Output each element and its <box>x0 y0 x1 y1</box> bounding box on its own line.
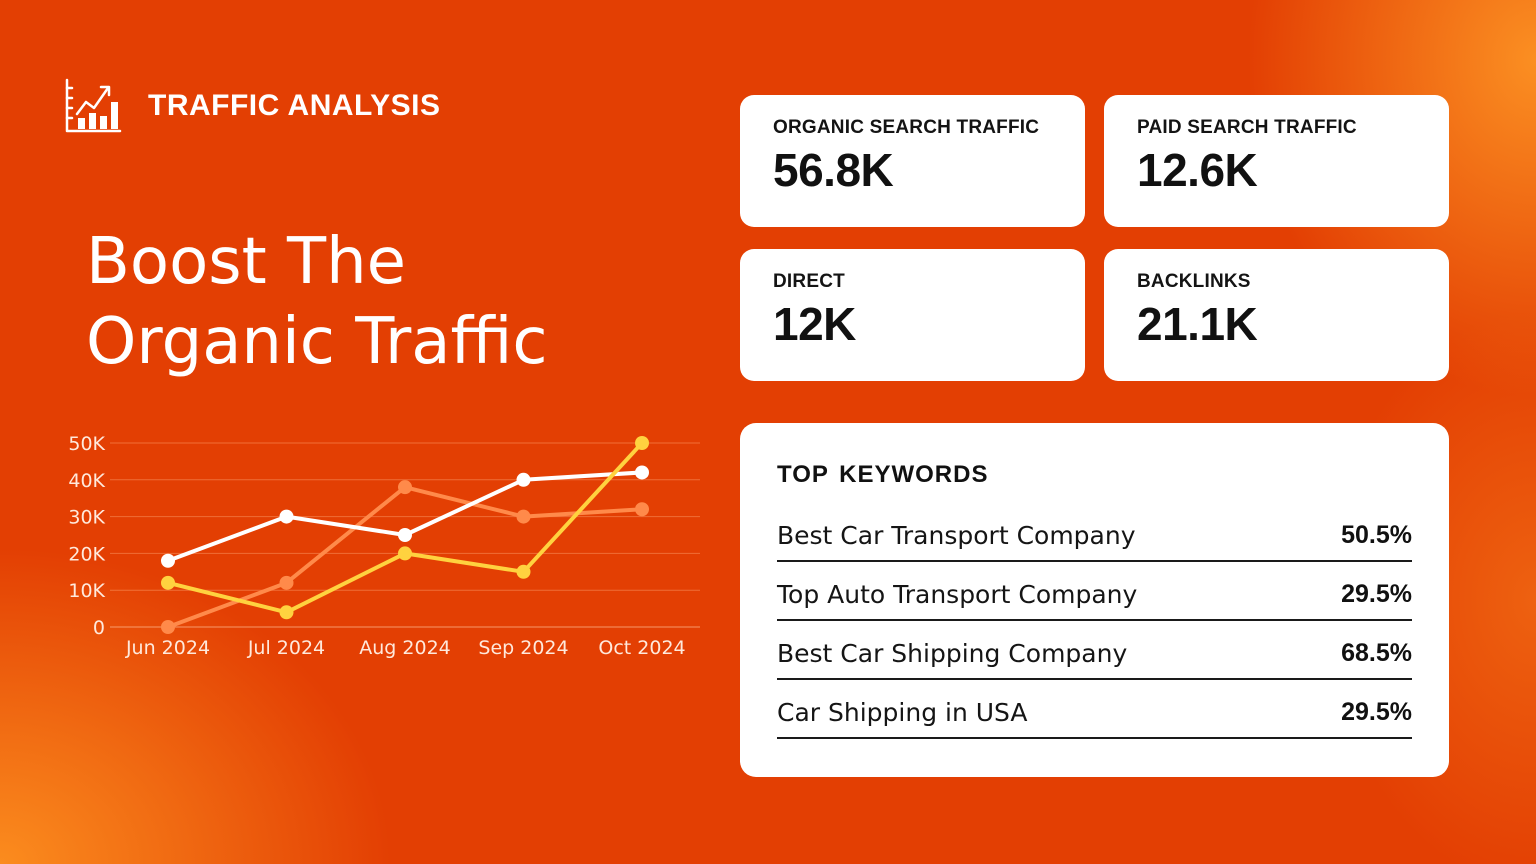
keywords-title: TOP KEYWORDS <box>777 461 989 488</box>
data-point <box>398 546 412 561</box>
headline-line-2: Organic Traffic <box>86 305 548 379</box>
stat-card-paid: PAID SEARCH TRAFFIC 12.6K <box>1104 95 1449 227</box>
y-tick-label: 40K <box>68 470 105 492</box>
stat-card-direct: DIRECT 12K <box>740 249 1085 381</box>
top-keywords-card: TOP KEYWORDS Best Car Transport Company … <box>740 423 1449 777</box>
keyword-percentage: 68.5% <box>1341 639 1412 667</box>
data-point <box>279 509 294 524</box>
y-tick-label: 20K <box>68 543 105 565</box>
stat-label: DIRECT <box>773 271 845 292</box>
keyword-row: Best Car Transport Company 50.5% <box>777 503 1412 562</box>
bar-line-chart-icon <box>65 78 122 133</box>
brand-title: TRAFFIC ANALYSIS <box>148 89 441 122</box>
stat-card-organic: ORGANIC SEARCH TRAFFIC 56.8K <box>740 95 1085 227</box>
data-point <box>635 502 649 517</box>
keyword-percentage: 29.5% <box>1341 698 1412 726</box>
keyword-name: Best Car Shipping Company <box>777 639 1128 668</box>
data-point <box>516 472 531 487</box>
data-point <box>279 575 294 590</box>
stat-value: 12.6K <box>1137 144 1258 196</box>
x-tick-label: Sep 2024 <box>478 637 568 659</box>
y-tick-label: 50K <box>68 433 105 455</box>
stat-value: 12K <box>773 298 856 350</box>
data-point <box>635 436 649 450</box>
y-tick-label: 30K <box>68 507 105 529</box>
chart-svg: 0 10K 20K 30K 40K 50K Jun 2024 Jul 2024 Aug 2024… <box>68 433 700 659</box>
keyword-name: Top Auto Transport Company <box>777 580 1138 609</box>
keyword-percentage: 29.5% <box>1341 580 1412 608</box>
data-point <box>516 564 531 579</box>
keyword-row: Car Shipping in USA 29.5% <box>777 680 1412 739</box>
series-line <box>166 441 644 615</box>
data-point <box>161 575 175 590</box>
stat-label: BACKLINKS <box>1137 271 1251 292</box>
keywords-list: Best Car Transport Company 50.5% Top Aut… <box>777 503 1412 739</box>
y-tick-label: 0 <box>93 617 105 639</box>
data-point <box>161 620 175 634</box>
keyword-row: Best Car Shipping Company 68.5% <box>777 621 1412 680</box>
traffic-line-chart: 0 10K 20K 30K 40K 50K Jun 2024 Jul 2024 Aug 2024… <box>50 420 710 670</box>
x-tick-label: Jul 2024 <box>247 637 325 659</box>
data-point <box>161 553 175 568</box>
x-tick-label: Jun 2024 <box>125 637 210 659</box>
data-point <box>398 480 412 495</box>
stat-label: PAID SEARCH TRAFFIC <box>1137 117 1357 138</box>
y-tick-label: 10K <box>68 580 105 602</box>
keyword-percentage: 50.5% <box>1341 521 1412 549</box>
data-point <box>279 605 294 620</box>
keyword-row: Top Auto Transport Company 29.5% <box>777 562 1412 621</box>
stat-value: 21.1K <box>1137 298 1258 350</box>
headline-line-1: Boost The <box>86 225 407 299</box>
x-tick-label: Aug 2024 <box>359 637 451 659</box>
stat-value: 56.8K <box>773 144 894 196</box>
headline: Boost The Organic Traffic <box>86 222 548 382</box>
stat-card-backlinks: BACKLINKS 21.1K <box>1104 249 1449 381</box>
keyword-name: Best Car Transport Company <box>777 521 1136 550</box>
data-point <box>398 528 412 542</box>
x-tick-label: Oct 2024 <box>598 637 685 659</box>
stat-label: ORGANIC SEARCH TRAFFIC <box>773 117 1040 138</box>
data-point <box>635 465 649 480</box>
brand: TRAFFIC ANALYSIS <box>64 78 440 134</box>
keyword-name: Car Shipping in USA <box>777 698 1028 727</box>
data-point <box>516 509 531 524</box>
